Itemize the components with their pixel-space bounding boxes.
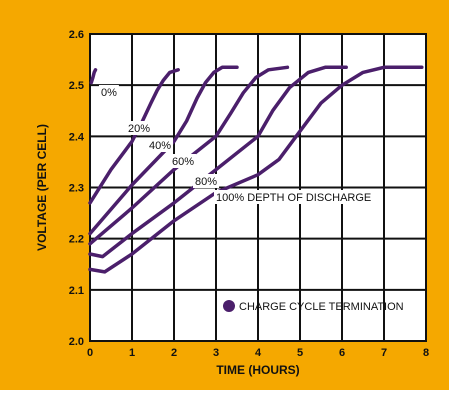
series-line — [88, 65, 348, 259]
series-line — [89, 68, 98, 85]
legend-label: CHARGE CYCLE TERMINATION — [239, 301, 404, 313]
curve-label-text: 40% — [149, 140, 171, 152]
curve-label-background — [193, 174, 220, 188]
x-tick-label: 1 — [129, 347, 135, 359]
y-tick-label: 2.1 — [69, 285, 84, 297]
curve-label-background — [99, 85, 119, 99]
curve-label-background — [170, 154, 197, 168]
curve-annotations: 0% 20% 40%60%80% 100% DEPTH OF DISCHARGE — [99, 85, 374, 204]
y-tick-label: 2.2 — [69, 234, 84, 246]
curve-label: 80% — [193, 174, 220, 188]
x-tick-label: 4 — [255, 347, 262, 359]
x-axis-label: TIME (HOURS) — [216, 363, 299, 377]
curve-label: 100% DEPTH OF DISCHARGE — [214, 190, 374, 204]
curve-label: 0% — [99, 85, 119, 99]
y-tick-label: 2.5 — [69, 80, 84, 92]
curve-label: 40% — [147, 138, 174, 152]
curve-label-background — [126, 121, 153, 135]
x-tick-label: 2 — [171, 347, 177, 359]
curve-label-text: 20% — [128, 123, 150, 135]
y-tick-label: 2.0 — [69, 336, 84, 348]
curve-label: 60% — [170, 154, 197, 168]
y-axis-label: VOLTAGE (PER CELL) — [35, 124, 49, 251]
x-tick-label: 6 — [339, 347, 345, 359]
curve-label-background — [147, 138, 174, 152]
x-tick-label: 0 — [87, 347, 93, 359]
legend: CHARGE CYCLE TERMINATION — [223, 300, 404, 313]
series-line — [88, 65, 239, 236]
y-tick-label: 2.6 — [69, 29, 84, 41]
curve-label-text: 60% — [172, 156, 194, 168]
x-tick-label: 7 — [381, 347, 387, 359]
curve-label-text: 0% — [101, 87, 117, 99]
y-tick-label: 2.3 — [69, 183, 84, 195]
axis-ticks: 0 1 2 3 4 5 6 7 8 2.0 2.1 2.2 2.3 2.4 2.5 2.6 — [69, 29, 429, 359]
curve-label-background — [214, 190, 374, 204]
series-line — [88, 68, 180, 205]
x-tick-label: 8 — [423, 347, 429, 359]
curve-label-text: 100% DEPTH OF DISCHARGE — [216, 192, 371, 204]
y-tick-label: 2.4 — [69, 131, 85, 143]
series-line — [88, 65, 424, 274]
x-tick-label: 5 — [297, 347, 303, 359]
series-lines — [88, 65, 424, 274]
series-line — [88, 65, 290, 246]
legend-marker — [223, 300, 235, 312]
x-tick-label: 3 — [213, 347, 219, 359]
curve-label: 20% — [126, 121, 153, 135]
curve-label-text: 80% — [195, 176, 217, 188]
